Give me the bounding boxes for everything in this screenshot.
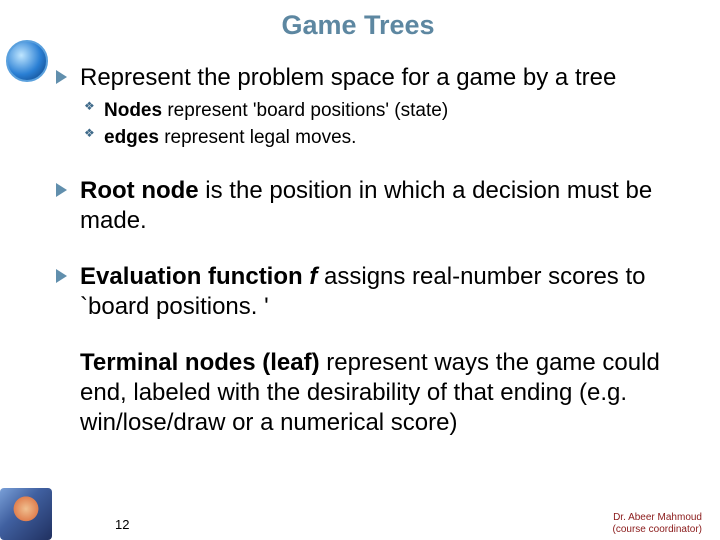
sub-bullet-list: Nodes represent 'board positions' (state… [80,99,696,150]
bullet-item: Evaluation function f assigns real-numbe… [60,262,696,322]
globe-icon [6,40,48,82]
brain-icon [0,488,52,540]
bullet-list: Represent the problem space for a game b… [60,63,696,438]
sub-bullet-item: Nodes represent 'board positions' (state… [80,99,696,124]
bullet-item: Root node is the position in which a dec… [60,176,696,236]
bullet-item: Represent the problem space for a game b… [60,63,696,150]
slide-title: Game Trees [20,10,696,41]
footer-role: (course coordinator) [613,524,702,536]
bullet-text: Represent the problem space for a game b… [80,64,616,91]
footer: Dr. Abeer Mahmoud (course coordinator) [613,512,702,536]
bullet-text: Root node is the position in which a dec… [80,177,652,234]
footer-author: Dr. Abeer Mahmoud [613,512,702,524]
bullet-text: Evaluation function f assigns real-numbe… [80,263,645,320]
bullet-item: Terminal nodes (leaf) represent ways the… [60,348,696,438]
sub-bullet-item: edges represent legal moves. [80,126,696,151]
slide: Game Trees Represent the problem space f… [0,0,720,540]
page-number: 12 [115,517,129,532]
bullet-text: Terminal nodes (leaf) represent ways the… [80,349,660,436]
